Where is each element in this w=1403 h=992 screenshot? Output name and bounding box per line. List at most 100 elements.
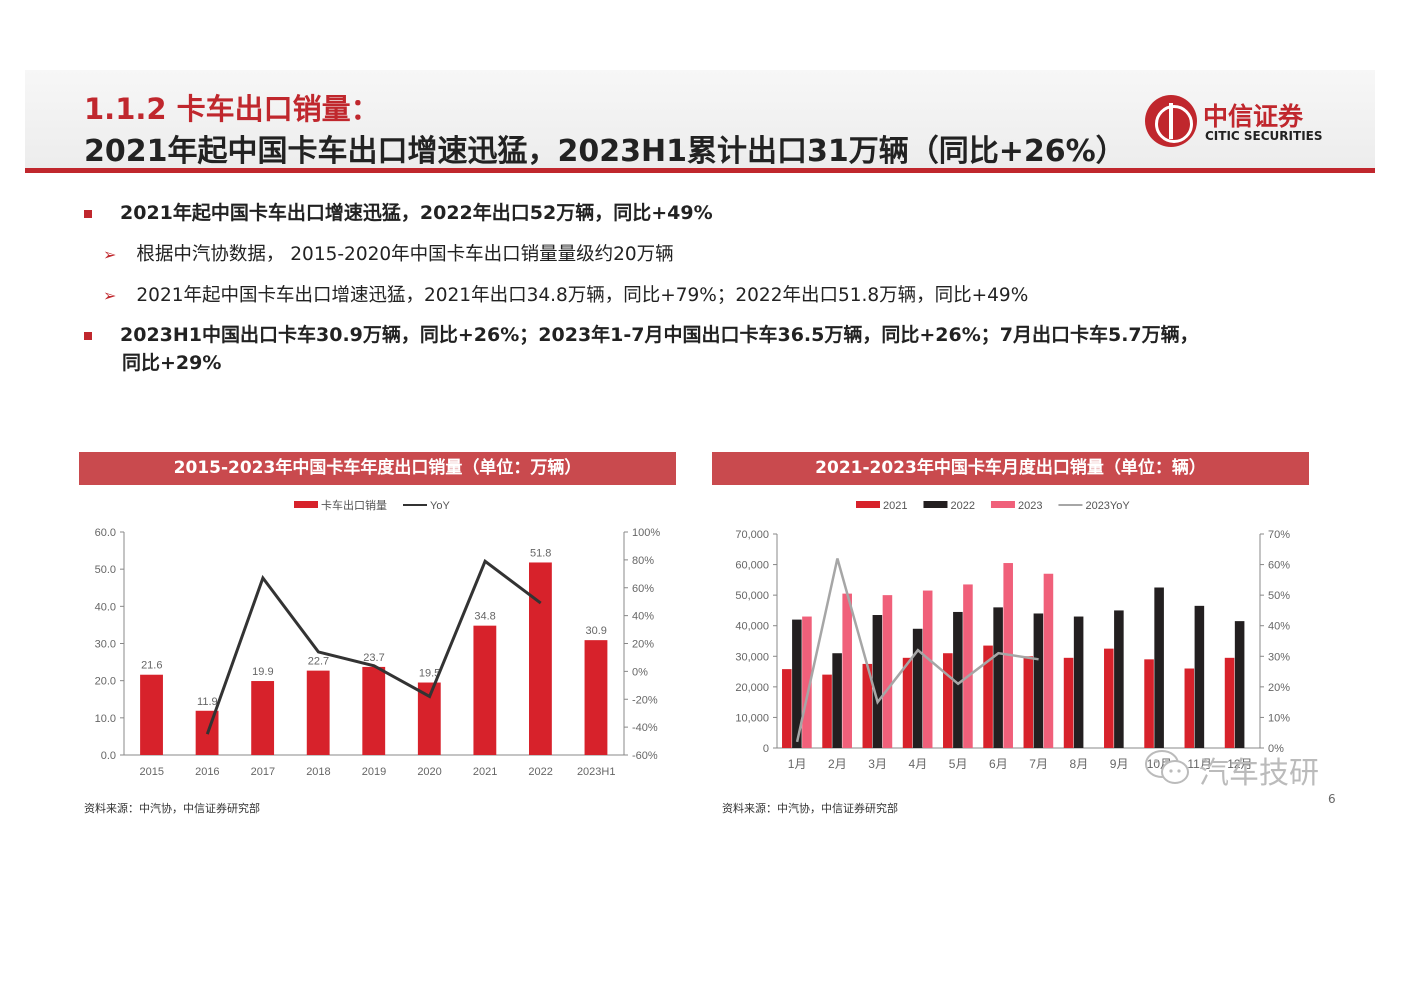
bar-2023	[802, 616, 812, 748]
source-note-right: 资料来源：中汽协，中信证券研究部	[722, 802, 898, 815]
legend-swatch	[990, 501, 1015, 508]
arrow-bullet-icon: ➢	[103, 286, 117, 305]
x-tick-label: 2021	[473, 766, 497, 778]
legend-label: 2023YoY	[1085, 500, 1130, 512]
bar-2021	[943, 653, 953, 748]
logo-chinese-name: 中信证券	[1203, 102, 1304, 131]
legend-swatch	[856, 501, 880, 508]
section-title: 1.1.2 卡车出口销量：	[84, 92, 380, 126]
bar-2023	[963, 584, 973, 748]
x-tick-label: 7月	[1029, 757, 1048, 771]
y2-tick-label: 80%	[632, 555, 654, 567]
y-tick-label: 0	[763, 743, 769, 755]
bar-2023	[842, 593, 852, 748]
y2-tick-label: 60%	[1268, 560, 1290, 572]
y2-tick-label: 0%	[632, 666, 648, 678]
bar-2022	[912, 628, 923, 748]
bar-卡车出口销量	[529, 562, 552, 755]
bullet-1-text: 2021年起中国卡车出口增速迅猛，2022年出口52万辆，同比+49%	[120, 202, 713, 224]
legend-label: YoY	[430, 500, 450, 512]
y-tick-label: 20.0	[95, 676, 116, 688]
legend-label: 2022	[950, 500, 974, 512]
sub-bullet-2: ➢ 2021年起中国卡车出口增速迅猛，2021年出口34.8万辆，同比+79%；2…	[103, 281, 1028, 307]
bullet-2: 2023H1中国出口卡车30.9万辆，同比+26%；2023年1-7月中国出口卡…	[84, 320, 1199, 347]
sub-bullet-1-text: 根据中汽协数据， 2015-2020年中国卡车出口销量量级约20万辆	[136, 244, 674, 265]
y2-tick-label: 20%	[632, 639, 654, 651]
chart-2-title: 2021-2023年中国卡车月度出口销量（单位：辆）	[712, 452, 1309, 485]
y-tick-label: 20,000	[735, 682, 769, 694]
bar-2021	[1184, 668, 1195, 748]
x-tick-label: 2月	[828, 757, 847, 771]
bar-2023	[1043, 573, 1054, 748]
bar-2021	[1023, 656, 1034, 748]
y2-tick-label: 100%	[632, 527, 660, 539]
x-tick-label: 5月	[949, 757, 968, 771]
bar-2021	[862, 663, 873, 748]
y2-tick-label: 0%	[1268, 743, 1284, 755]
data-label: 19.9	[252, 666, 273, 678]
bar-2022	[953, 611, 963, 748]
x-tick-label: 2017	[251, 766, 275, 778]
x-tick-label: 2023H1	[577, 766, 616, 778]
x-tick-label: 2020	[417, 766, 441, 778]
legend-label: 卡车出口销量	[321, 498, 387, 512]
y-tick-label: 30.0	[95, 639, 116, 651]
source-note-left: 资料来源：中汽协，中信证券研究部	[84, 802, 260, 815]
x-tick-label: 11月	[1187, 757, 1211, 771]
data-label: 23.7	[363, 652, 384, 664]
bar-2021	[1063, 657, 1074, 748]
y-tick-label: 50.0	[95, 564, 116, 576]
bar-2021	[1144, 659, 1154, 748]
logo-english-name: CITIC SECURITIES	[1205, 129, 1323, 143]
y-tick-label: 0.0	[101, 750, 116, 762]
bar-2022	[993, 607, 1003, 748]
y-tick-label: 70,000	[735, 529, 769, 541]
bar-2021	[782, 669, 792, 748]
bar-2022	[1033, 613, 1044, 748]
x-tick-label: 2018	[306, 766, 330, 778]
x-tick-label: 1月	[788, 757, 807, 771]
bullet-2-text: 2023H1中国出口卡车30.9万辆，同比+26%；2023年1-7月中国出口卡…	[120, 324, 1199, 346]
bar-2022	[1234, 621, 1245, 748]
bar-2021	[822, 674, 832, 748]
y2-tick-label: 50%	[1268, 590, 1290, 602]
bar-卡车出口销量	[417, 682, 441, 755]
x-tick-label: 9月	[1110, 757, 1129, 771]
y2-tick-label: 30%	[1268, 651, 1290, 663]
data-label: 30.9	[586, 625, 607, 637]
square-bullet-icon	[84, 209, 92, 218]
data-label: 22.7	[308, 656, 329, 668]
bar-2023	[882, 595, 893, 748]
bar-2021	[983, 645, 993, 748]
y-tick-label: 10,000	[735, 712, 769, 724]
x-tick-label: 2016	[195, 766, 219, 778]
data-label: 19.5	[419, 668, 440, 680]
x-tick-label: 2022	[528, 766, 552, 778]
data-label: 21.6	[141, 660, 162, 672]
bullet-1: 2021年起中国卡车出口增速迅猛，2022年出口52万辆，同比+49%	[84, 198, 713, 225]
y2-tick-label: 40%	[1268, 621, 1290, 633]
bar-卡车出口销量	[584, 640, 608, 755]
bar-2022	[792, 619, 802, 748]
y-tick-label: 30,000	[735, 651, 769, 663]
data-label: 11.9	[197, 696, 218, 708]
bar-2023	[922, 590, 933, 748]
page-number: 6	[1328, 792, 1336, 806]
y2-tick-label: 70%	[1268, 529, 1290, 541]
bar-卡车出口销量	[140, 674, 163, 755]
data-label: 51.8	[530, 547, 551, 559]
bar-2022	[1073, 616, 1084, 748]
legend-label: 2021	[883, 500, 907, 512]
monthly-export-chart: 2021 2022 2023 2023YoY 0 10,000 20,000 30,000 40…	[735, 500, 1290, 771]
annual-export-chart: 卡车出口销量 YoY 0.0 10.0 20.0 30.0 40.0 50.0 60.0 -60%…	[95, 498, 661, 778]
bar-2022	[1114, 610, 1124, 748]
y2-tick-label: 60%	[632, 583, 654, 595]
y2-tick-label: -40%	[632, 722, 658, 734]
x-tick-label: 4月	[909, 757, 928, 771]
bar-卡车出口销量	[473, 625, 497, 755]
legend-label: 2023	[1018, 500, 1042, 512]
x-tick-label: 2019	[362, 766, 386, 778]
bar-卡车出口销量	[306, 670, 330, 755]
bar-2022	[1154, 587, 1164, 748]
data-label: 34.8	[474, 611, 495, 623]
